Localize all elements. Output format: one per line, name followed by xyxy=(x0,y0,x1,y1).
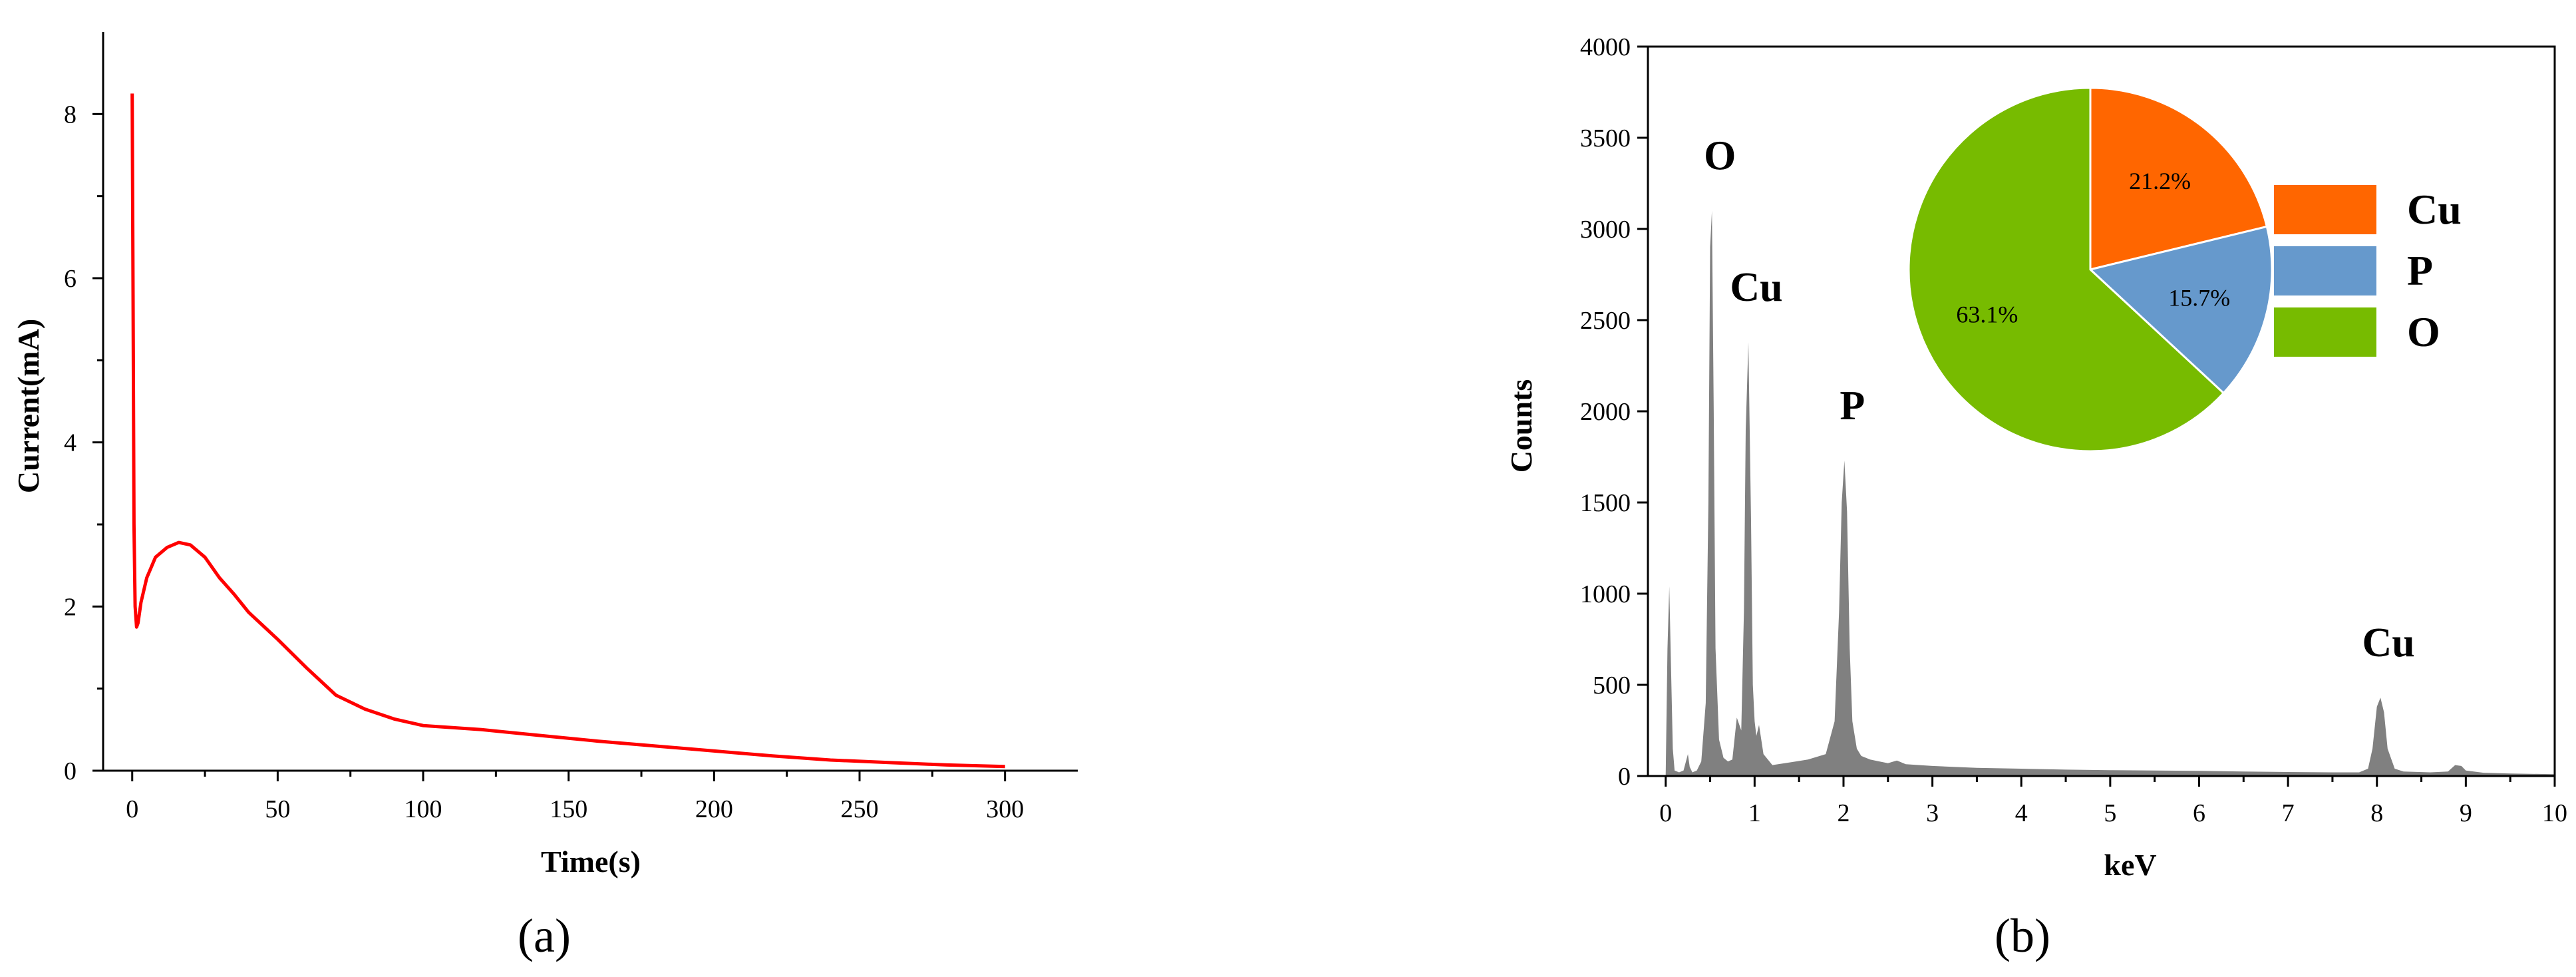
legend-swatch-o xyxy=(2274,307,2376,357)
y-tick-label-b: 2000 xyxy=(1580,398,1631,426)
composition-pie-chart: 21.2% 15.7% 63.1% xyxy=(1907,87,2273,453)
x-tick-label-a: 250 xyxy=(841,795,879,823)
legend-label: P xyxy=(2407,247,2433,294)
y-axis-title-a: Current(mA) xyxy=(11,319,45,493)
y-tick-label-b: 3500 xyxy=(1580,124,1631,152)
y-tick-label-b: 2500 xyxy=(1580,307,1631,335)
peak-label: Cu xyxy=(2362,620,2414,666)
x-tick-label-b: 10 xyxy=(2542,799,2567,827)
panel-label-b: (b) xyxy=(1995,909,2050,962)
x-tick-label-a: 0 xyxy=(126,795,138,823)
peak-label: O xyxy=(1704,134,1736,179)
current-time-chart: 0 2 4 6 8 0 50 100 150 200 250 300 Time(s) Current… xyxy=(11,32,1078,962)
y-axis-ticks-a: 0 2 4 6 8 xyxy=(64,100,103,785)
peak-labels: O Cu P Cu xyxy=(1704,134,2415,666)
y-tick-label-a: 2 xyxy=(64,593,77,621)
y-tick-label-a: 8 xyxy=(64,100,77,128)
y-tick-label-a: 0 xyxy=(64,757,77,785)
legend-label: Cu xyxy=(2407,186,2462,233)
legend-swatch-p xyxy=(2274,246,2376,295)
x-tick-label-b: 9 xyxy=(2460,799,2472,827)
legend-swatch-cu xyxy=(2274,185,2376,234)
x-tick-label-a: 200 xyxy=(695,795,733,823)
y-tick-label-a: 4 xyxy=(64,429,77,457)
x-axis-title-a: Time(s) xyxy=(541,845,641,879)
x-tick-label-b: 1 xyxy=(1748,799,1761,827)
pie-slice-label: 63.1% xyxy=(1956,301,2018,328)
current-line xyxy=(130,93,1005,769)
pie-slice-label: 15.7% xyxy=(2168,285,2230,311)
x-axis-ticks-a: 0 50 100 150 200 250 300 xyxy=(126,771,1024,823)
x-tick-label-b: 5 xyxy=(2104,799,2116,827)
axes-a xyxy=(102,32,1078,772)
y-tick-label-b: 0 xyxy=(1618,763,1631,791)
x-axis-title-b: keV xyxy=(2104,848,2156,882)
eds-spectrum-chart: 0 500 1000 1500 2000 2500 3000 3500 4000 0 1 2 3 4 5 6… xyxy=(1504,33,2567,962)
x-tick-label-a: 50 xyxy=(265,795,290,823)
y-axis-title-b: Counts xyxy=(1504,379,1538,473)
y-tick-label-b: 4000 xyxy=(1580,33,1631,61)
pie-slice-cu xyxy=(2089,87,2269,271)
peak-label: P xyxy=(1840,383,1865,429)
panel-label-a: (a) xyxy=(518,909,571,962)
x-tick-label-b: 2 xyxy=(1837,799,1850,827)
pie-slice-label: 21.2% xyxy=(2129,168,2191,194)
pie-slice-o xyxy=(1907,87,2225,453)
x-axis-ticks-b: 0 1 2 3 4 5 6 7 8 9 10 xyxy=(1659,776,2567,827)
x-tick-label-b: 6 xyxy=(2193,799,2205,827)
x-tick-label-a: 300 xyxy=(986,795,1024,823)
x-tick-label-b: 7 xyxy=(2282,799,2295,827)
y-axis-ticks-b: 0 500 1000 1500 2000 2500 3000 3500 4000 xyxy=(1580,33,1648,791)
y-tick-label-b: 500 xyxy=(1593,672,1631,699)
x-tick-label-a: 150 xyxy=(550,795,587,823)
pie-slice-p xyxy=(2088,225,2273,395)
y-tick-label-a: 6 xyxy=(64,265,77,293)
y-tick-label-b: 3000 xyxy=(1580,216,1631,244)
x-tick-label-b: 0 xyxy=(1659,799,1672,827)
y-tick-label-b: 1000 xyxy=(1580,580,1631,608)
pie-legend: Cu PO xyxy=(2274,185,2462,357)
x-tick-label-b: 3 xyxy=(1926,799,1939,827)
x-tick-label-b: 8 xyxy=(2370,799,2383,827)
x-tick-label-a: 100 xyxy=(404,795,442,823)
eds-spectrum xyxy=(1665,210,2555,777)
y-tick-label-b: 1500 xyxy=(1580,489,1631,517)
peak-label: Cu xyxy=(1730,265,1782,310)
x-tick-label-b: 4 xyxy=(2015,799,2028,827)
legend-label: O xyxy=(2407,308,2440,355)
